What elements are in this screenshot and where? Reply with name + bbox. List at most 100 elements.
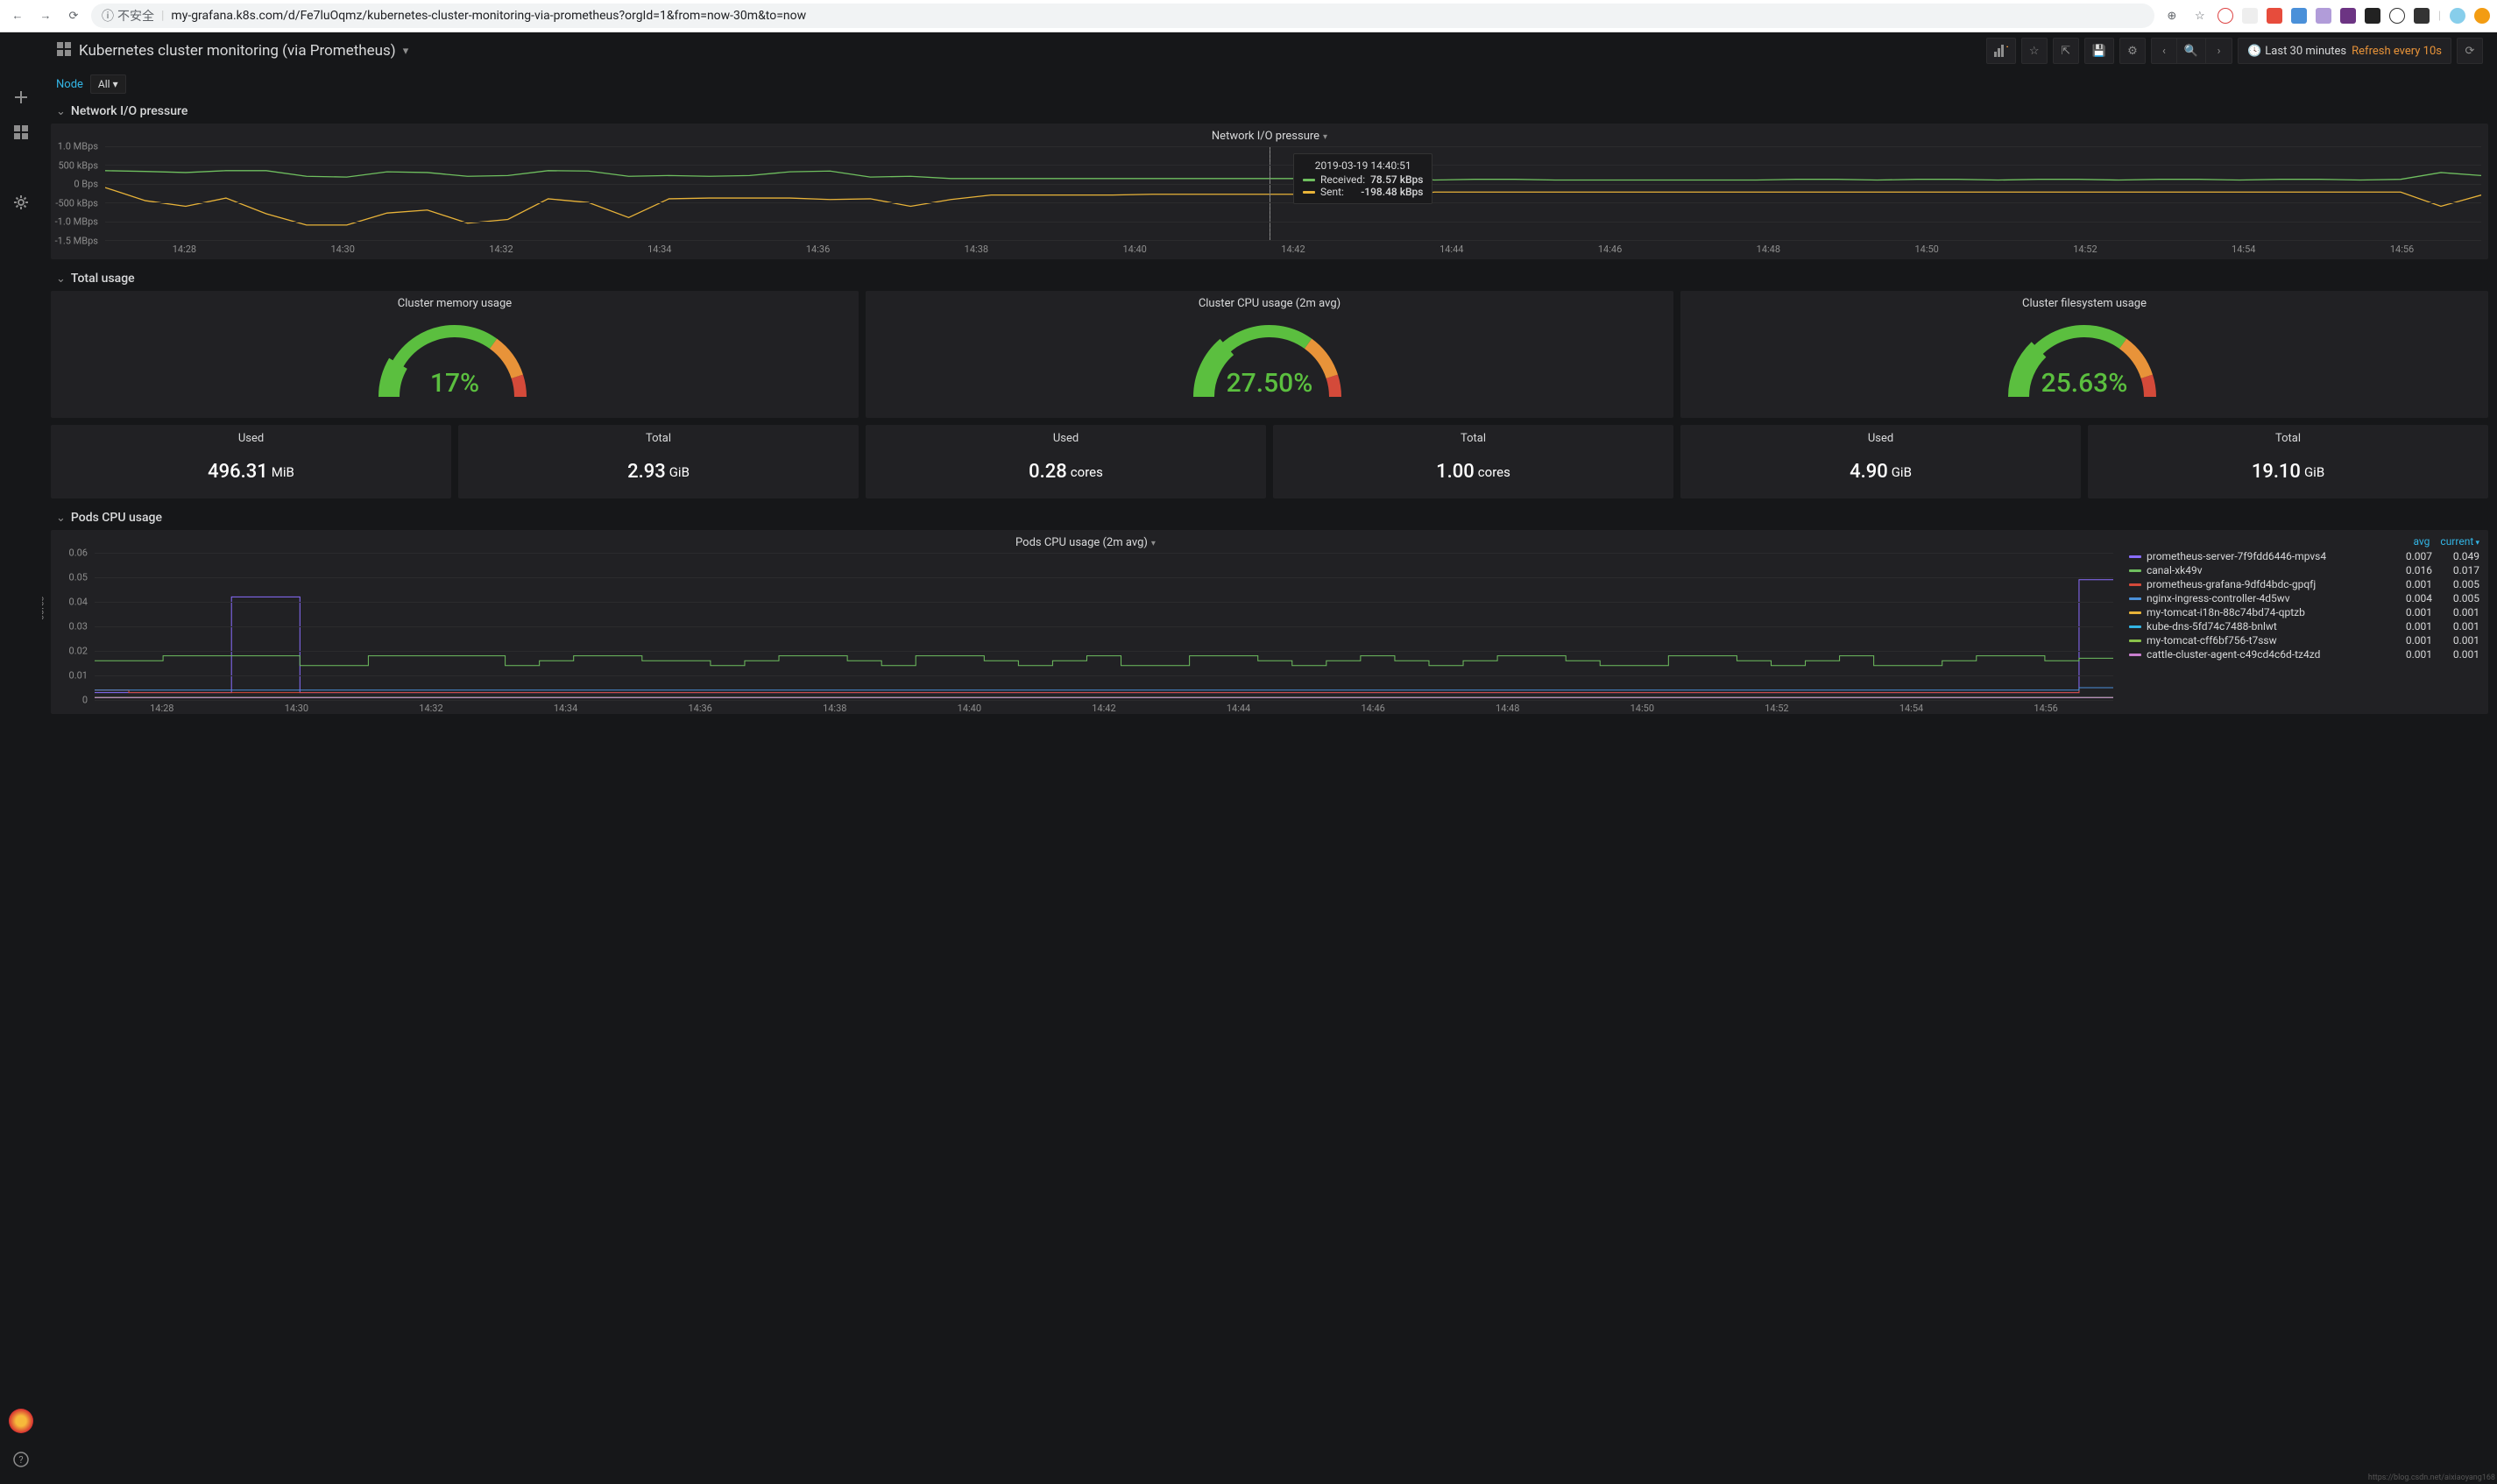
gauge-value: 27.50%	[1227, 368, 1313, 399]
row-title: Total usage	[71, 272, 135, 286]
refresh-label: Refresh every 10s	[2352, 45, 2442, 58]
variable-row: Node All ▾	[42, 69, 2497, 99]
stat-panel[interactable]: Total 19.10GiB	[2088, 425, 2488, 498]
stat-panel[interactable]: Total 1.00cores	[1273, 425, 1673, 498]
legend-col-avg[interactable]: avg	[2413, 535, 2430, 548]
legend-item[interactable]: cattle-cluster-agent-c49cd4c6d-tz4zd0.00…	[2129, 647, 2479, 661]
svg-text:?: ?	[18, 1454, 23, 1466]
insecure-icon: ⓘ 不安全	[102, 7, 154, 25]
stat-panel[interactable]: Used 0.28cores	[866, 425, 1266, 498]
stat-label: Total	[2088, 425, 2488, 445]
gauge-panel[interactable]: Cluster memory usage 17%	[51, 291, 859, 418]
stat-panel[interactable]: Used 4.90GiB	[1680, 425, 2081, 498]
legend-item[interactable]: prometheus-grafana-9dfd4bdc-gpqfj0.0010.…	[2129, 577, 2479, 591]
stat-value: 19.10GiB	[2088, 445, 2488, 498]
row-title: Network I/O pressure	[71, 104, 187, 118]
time-range-label: Last 30 minutes	[2265, 45, 2346, 58]
legend-item[interactable]: prometheus-server-7f9fdd6446-mpvs40.0070…	[2129, 549, 2479, 563]
star-button[interactable]: ☆	[2021, 38, 2048, 64]
gauge-panel[interactable]: Cluster CPU usage (2m avg) 27.50%	[866, 291, 1673, 418]
legend-item[interactable]: nginx-ingress-controller-4d5wv0.0040.005	[2129, 591, 2479, 605]
stat-panel[interactable]: Used 496.31MiB	[51, 425, 451, 498]
y-axis-label: cores	[42, 597, 46, 620]
stat-value: 0.28cores	[866, 445, 1266, 498]
row-header-total[interactable]: ⌄ Total usage	[51, 266, 2488, 291]
stat-value: 4.90GiB	[1680, 445, 2081, 498]
alerting-icon[interactable]	[4, 150, 39, 185]
legend-item[interactable]: my-tomcat-i18n-88c74bd74-qptzb0.0010.001	[2129, 605, 2479, 619]
url-text: my-grafana.k8s.com/d/Fe7luOqmz/kubernete…	[171, 9, 806, 23]
back-button[interactable]: ←	[7, 5, 28, 26]
extension-icons: |	[2218, 8, 2490, 24]
stat-row: Used 496.31MiBTotal 2.93GiBUsed 0.28core…	[51, 425, 2488, 498]
legend-col-current[interactable]: current	[2440, 535, 2479, 548]
panel-title: Network I/O pressure	[1212, 130, 1319, 143]
variable-select[interactable]: All ▾	[90, 74, 126, 94]
row-title: Pods CPU usage	[71, 511, 162, 525]
stat-panel[interactable]: Total 2.93GiB	[458, 425, 859, 498]
legend-item[interactable]: canal-xk49v0.0160.017	[2129, 563, 2479, 577]
stat-label: Total	[1273, 425, 1673, 445]
row-header-network[interactable]: ⌄ Network I/O pressure	[51, 99, 2488, 124]
grafana-logo-icon[interactable]	[8, 39, 34, 66]
y-axis: 1.0 MBps500 kBps0 Bps-500 kBps-1.0 MBps-…	[51, 146, 102, 241]
grafana-sidebar: ?	[0, 32, 42, 1484]
panel-title: Pods CPU usage (2m avg)	[1015, 536, 1148, 549]
chevron-down-icon[interactable]: ▾	[403, 45, 409, 58]
refresh-button[interactable]: ⟳	[2457, 38, 2483, 64]
network-io-panel[interactable]: Network I/O pressure ▾ 1.0 MBps500 kBps0 …	[51, 124, 2488, 259]
chevron-down-icon: ▾	[1323, 132, 1327, 142]
chart-plot-area	[95, 553, 2113, 700]
stat-value: 496.31MiB	[51, 445, 451, 498]
time-picker-button[interactable]: 🕓 Last 30 minutes Refresh every 10s	[2238, 38, 2451, 64]
zoom-out-button[interactable]: 🔍	[2177, 38, 2206, 64]
forward-button[interactable]: →	[35, 5, 56, 26]
config-icon[interactable]	[4, 185, 39, 220]
stat-value: 1.00cores	[1273, 445, 1673, 498]
panels-icon[interactable]	[56, 41, 72, 60]
help-icon[interactable]: ?	[4, 1442, 39, 1477]
pods-cpu-panel[interactable]: Pods CPU usage (2m avg)▾ cores 0.060.050…	[51, 530, 2488, 714]
settings-button[interactable]: ⚙	[2119, 38, 2146, 64]
chevron-down-icon: ⌄	[56, 105, 66, 118]
stat-value: 2.93GiB	[458, 445, 859, 498]
chevron-down-icon: ⌄	[56, 512, 66, 525]
watermark: https://blog.csdn.net/aixiaoyang168	[2368, 1473, 2495, 1482]
stat-label: Used	[1680, 425, 2081, 445]
row-header-pods[interactable]: ⌄ Pods CPU usage	[51, 505, 2488, 530]
save-button[interactable]: 💾	[2084, 38, 2114, 64]
gauge-panel[interactable]: Cluster filesystem usage 25.63%	[1680, 291, 2488, 418]
create-icon[interactable]	[4, 80, 39, 115]
tooltip-time: 2019-03-19 14:40:51	[1303, 159, 1423, 172]
stat-label: Used	[51, 425, 451, 445]
legend-item[interactable]: my-tomcat-cff6bf756-t7ssw0.0010.001	[2129, 633, 2479, 647]
chart-plot-area: 2019-03-19 14:40:51 Received:78.57 kBps …	[105, 146, 2481, 241]
gauge-value: 25.63%	[2041, 368, 2128, 399]
variable-label: Node	[56, 78, 83, 91]
reload-button[interactable]: ⟳	[63, 5, 84, 26]
legend-table: avg current prometheus-server-7f9fdd6446…	[2120, 530, 2488, 714]
clock-icon: 🕓	[2247, 45, 2261, 58]
time-forward-button[interactable]: ›	[2206, 38, 2232, 64]
user-avatar[interactable]	[4, 1407, 39, 1442]
gauge-value: 17%	[430, 368, 479, 399]
gauge-row: Cluster memory usage 17% Cluster CPU usa…	[51, 291, 2488, 418]
url-bar[interactable]: ⓘ 不安全 | my-grafana.k8s.com/d/Fe7luOqmz/k…	[91, 4, 2154, 28]
chevron-down-icon: ⌄	[56, 272, 66, 286]
dashboard-title[interactable]: Kubernetes cluster monitoring (via Prome…	[79, 42, 396, 60]
time-back-button[interactable]: ‹	[2151, 38, 2177, 64]
y-axis: 0.060.050.040.030.020.010	[51, 553, 91, 700]
stat-label: Used	[866, 425, 1266, 445]
add-panel-button[interactable]: +	[1986, 38, 2016, 64]
x-axis: 14:2814:3014:3214:3414:3614:3814:4014:42…	[51, 241, 2488, 255]
svg-text:+: +	[2006, 45, 2008, 53]
share-button[interactable]: ⇱	[2053, 38, 2079, 64]
chart-tooltip: 2019-03-19 14:40:51 Received:78.57 kBps …	[1293, 153, 1432, 204]
star-icon[interactable]: ☆	[2189, 5, 2211, 26]
search-icon[interactable]: ⊕	[2161, 5, 2182, 26]
browser-chrome: ← → ⟳ ⓘ 不安全 | my-grafana.k8s.com/d/Fe7lu…	[0, 0, 2497, 32]
legend-item[interactable]: kube-dns-5fd74c7488-bnlwt0.0010.001	[2129, 619, 2479, 633]
dashboard-topbar: Kubernetes cluster monitoring (via Prome…	[42, 32, 2497, 69]
chevron-down-icon: ▾	[1151, 539, 1156, 548]
dashboards-icon[interactable]	[4, 115, 39, 150]
